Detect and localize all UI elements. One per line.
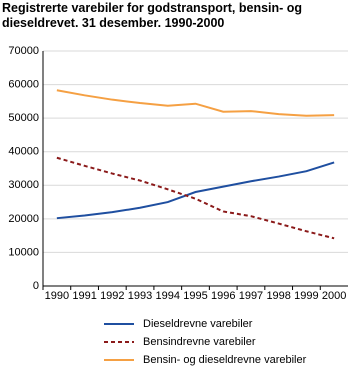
x-tick-label: 1994 [156,290,180,302]
x-tick-label: 1999 [294,290,318,302]
series-line [56,161,335,220]
y-tick-label: 70000 [8,45,39,57]
x-tick-label: 2000 [322,290,346,302]
y-tick-label: 40000 [8,146,39,158]
x-tick-label: 1991 [72,290,96,302]
y-tick-label: 60000 [8,78,39,90]
x-tick-label: 1990 [45,290,69,302]
y-tick-label: 50000 [8,112,39,124]
x-tick-label: 1995 [183,290,207,302]
y-tick-label: 10000 [8,246,39,258]
y-tick-label: 0 [33,280,39,292]
series-line [56,156,335,240]
x-tick-label: 1993 [128,290,152,302]
y-tick-label: 30000 [8,179,39,191]
series-line [56,89,335,117]
x-tick-label: 1998 [266,290,290,302]
y-tick-label: 20000 [8,213,39,225]
chart-title: Registrerte varebiler for godstransport,… [2,1,303,30]
legend-label: Bensin- og dieseldrevne varebiler [143,354,307,366]
x-tick-label: 1992 [100,290,124,302]
legend-label: Dieseldrevne varebiler [143,318,253,330]
x-tick-label: 1996 [211,290,235,302]
x-tick-label: 1997 [239,290,263,302]
legend-label: Bensindrevne varebiler [143,336,256,348]
